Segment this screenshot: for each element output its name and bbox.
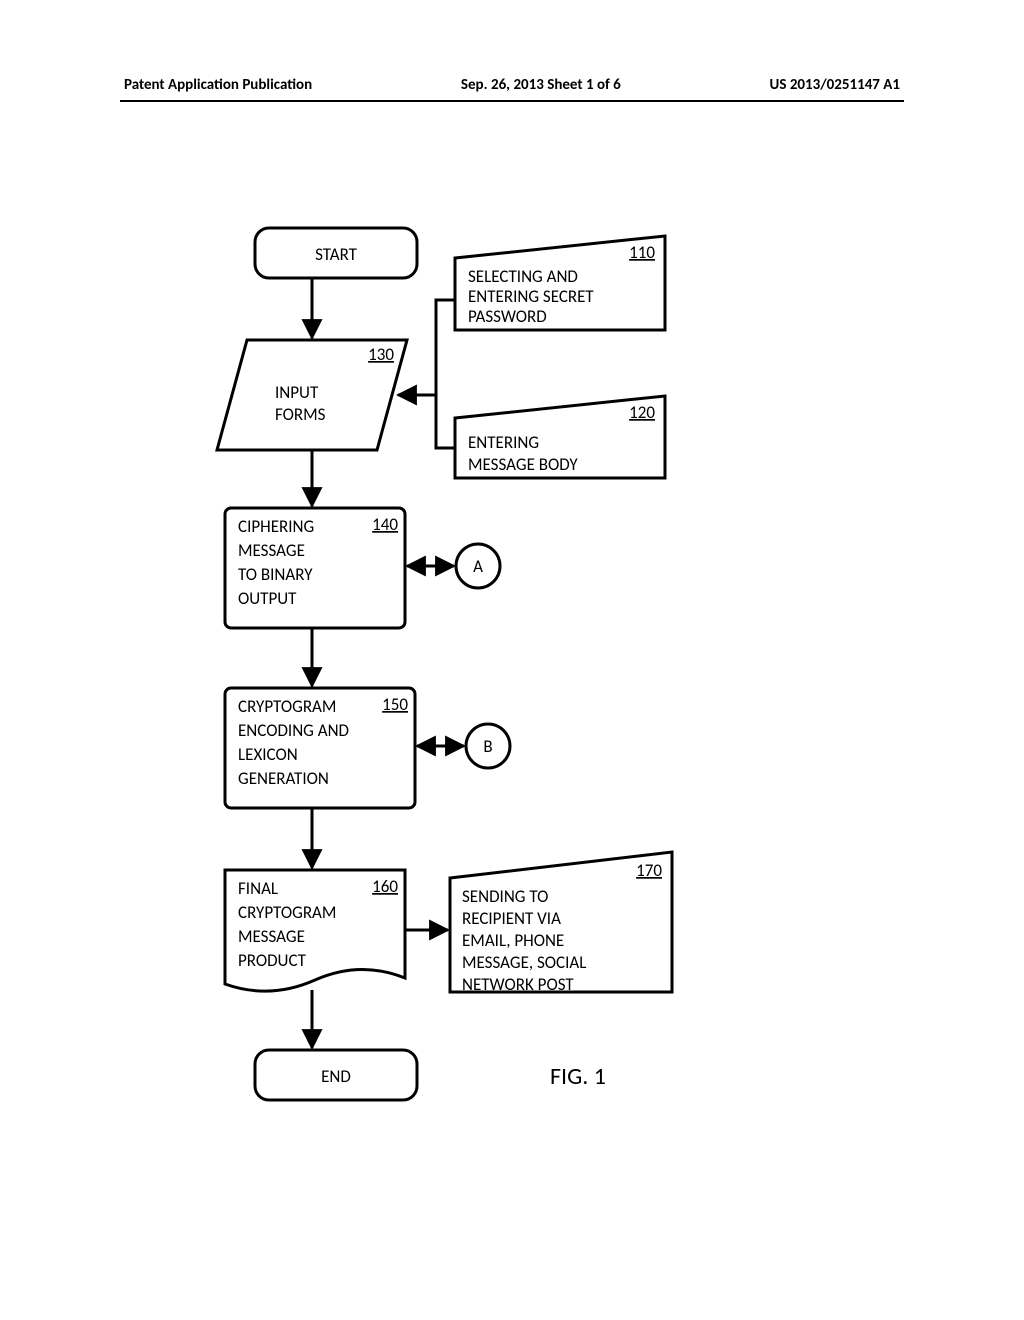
n140-l1: MESSAGE <box>238 540 305 561</box>
ref-140: 140 <box>372 514 398 535</box>
node-start: START <box>255 228 417 278</box>
start-label: START <box>315 244 358 265</box>
n170-l0: SENDING TO <box>462 886 548 907</box>
n150-l1: ENCODING AND <box>238 720 349 741</box>
header-right: US 2013/0251147 A1 <box>770 76 900 94</box>
n170-l4: NETWORK POST <box>462 974 574 995</box>
node-160: 160 FINAL CRYPTOGRAM MESSAGE PRODUCT <box>225 870 405 991</box>
n150-l2: LEXICON <box>238 744 298 765</box>
n110-l1: ENTERING SECRET <box>468 286 594 307</box>
connA-label: A <box>473 556 483 577</box>
ref-130: 130 <box>368 344 394 365</box>
n110-l2: PASSWORD <box>468 306 547 327</box>
connB-label: B <box>483 736 492 757</box>
header-center: Sep. 26, 2013 Sheet 1 of 6 <box>461 76 621 94</box>
n140-l0: CIPHERING <box>238 516 314 537</box>
n150-l3: GENERATION <box>238 768 329 789</box>
connector-a: A <box>456 544 500 588</box>
n120-l1: MESSAGE BODY <box>468 454 578 475</box>
header-text-row: Patent Application Publication Sep. 26, … <box>120 76 904 100</box>
n150-l0: CRYPTOGRAM <box>238 696 336 717</box>
page: Patent Application Publication Sep. 26, … <box>0 0 1024 1320</box>
n160-l3: PRODUCT <box>238 950 307 971</box>
end-label: END <box>321 1066 351 1087</box>
ref-110: 110 <box>629 242 655 263</box>
n120-l0: ENTERING <box>468 432 539 453</box>
ref-150: 150 <box>382 694 408 715</box>
node-110: 110 SELECTING AND ENTERING SECRET PASSWO… <box>455 236 665 330</box>
node-120: 120 ENTERING MESSAGE BODY <box>455 396 665 478</box>
node-end: END <box>255 1050 417 1100</box>
n160-l1: CRYPTOGRAM <box>238 902 336 923</box>
connector-b: B <box>466 724 510 768</box>
header-rule <box>120 100 904 102</box>
ref-160: 160 <box>372 876 398 897</box>
n130-l1: FORMS <box>275 404 326 425</box>
n140-l3: OUTPUT <box>238 588 297 609</box>
page-header: Patent Application Publication Sep. 26, … <box>0 76 1024 102</box>
n130-l0: INPUT <box>275 382 319 403</box>
n160-l0: FINAL <box>238 878 278 899</box>
flowchart: START 110 SELECTING AND ENTERING SECRET … <box>0 0 1024 1320</box>
n140-l2: TO BINARY <box>238 564 313 585</box>
n170-l1: RECIPIENT VIA <box>462 908 561 929</box>
node-170: 170 SENDING TO RECIPIENT VIA EMAIL, PHON… <box>450 852 672 995</box>
node-140: 140 CIPHERING MESSAGE TO BINARY OUTPUT <box>225 508 405 628</box>
node-150: 150 CRYPTOGRAM ENCODING AND LEXICON GENE… <box>225 688 415 808</box>
n160-l2: MESSAGE <box>238 926 305 947</box>
figure-label: FIG. 1 <box>550 1062 606 1091</box>
ref-170: 170 <box>636 860 662 881</box>
ref-120: 120 <box>629 402 655 423</box>
n170-l2: EMAIL, PHONE <box>462 930 564 951</box>
node-130: 130 INPUT FORMS <box>217 340 407 450</box>
n170-l3: MESSAGE, SOCIAL <box>462 952 586 973</box>
header-left: Patent Application Publication <box>124 76 312 94</box>
n110-l0: SELECTING AND <box>468 266 578 287</box>
edge-merge-vertical <box>436 300 455 448</box>
